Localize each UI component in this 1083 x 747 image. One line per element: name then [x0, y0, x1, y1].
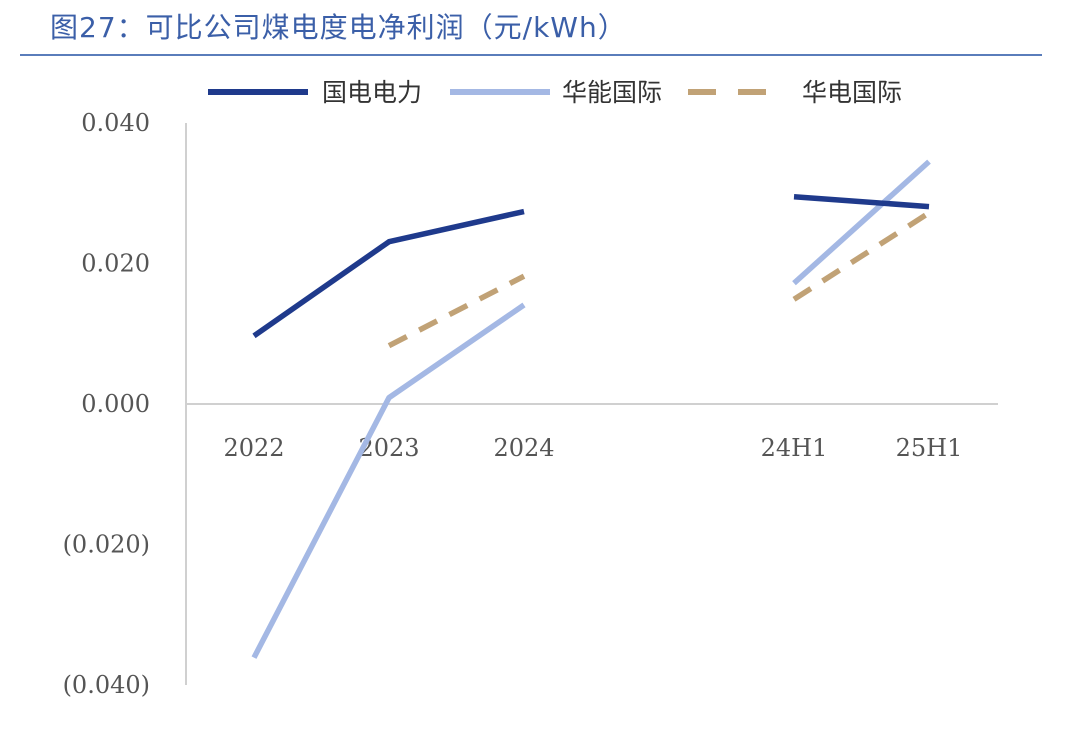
legend: 国电电力 华能国际 华电国际 — [208, 78, 902, 107]
y-tick-label: 0.000 — [81, 390, 150, 418]
legend-label: 国电电力 — [322, 78, 422, 107]
x-tick-label: 24H1 — [761, 434, 828, 462]
series-line-1 — [252, 208, 525, 339]
title-divider — [20, 54, 1042, 56]
x-tick-label: 25H1 — [896, 434, 963, 462]
legend-label: 华能国际 — [562, 78, 662, 107]
x-axis: 2022 2023 2024 24H1 25H1 — [186, 403, 998, 462]
y-tick-label: (0.020) — [63, 531, 150, 559]
y-tick-label: (0.040) — [63, 671, 150, 699]
y-axis: 0.040 0.020 0.000 (0.020) (0.040) — [63, 109, 187, 699]
y-tick-label: 0.040 — [81, 109, 150, 137]
series-line-2 — [792, 159, 931, 286]
chart-title: 图27：可比公司煤电度电净利润（元/kWh） — [50, 11, 627, 44]
series-line-3 — [792, 210, 931, 302]
plot-series — [251, 159, 931, 659]
y-tick-label: 0.020 — [81, 250, 150, 278]
legend-label: 华电国际 — [802, 78, 902, 107]
series-line-1 — [793, 194, 930, 210]
series-line-2 — [251, 302, 526, 659]
x-tick-label: 2022 — [223, 434, 284, 462]
series-line-3 — [387, 273, 526, 349]
x-tick-label: 2024 — [493, 434, 554, 462]
